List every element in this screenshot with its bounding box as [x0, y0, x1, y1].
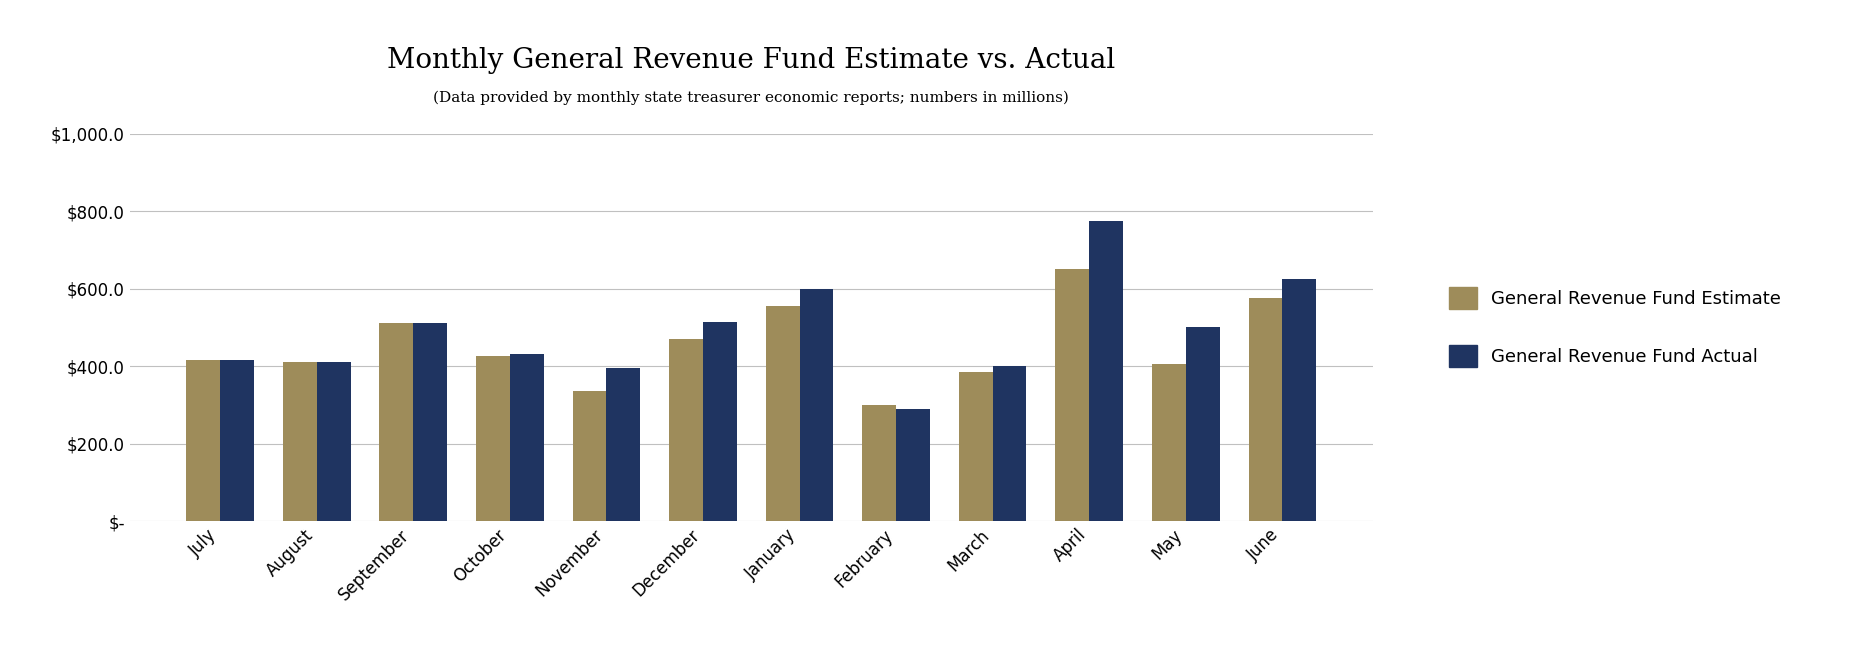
Bar: [221, 360, 254, 521]
Bar: [380, 323, 414, 521]
Bar: [1055, 269, 1089, 521]
Bar: [317, 362, 351, 521]
Bar: [1282, 279, 1317, 521]
Bar: [573, 391, 607, 521]
Bar: [670, 339, 703, 521]
Bar: [414, 323, 447, 521]
Bar: [896, 409, 929, 521]
Bar: [284, 362, 317, 521]
Bar: [1248, 298, 1282, 521]
Text: (Data provided by monthly state treasurer economic reports; numbers in millions): (Data provided by monthly state treasure…: [434, 90, 1068, 105]
Bar: [863, 405, 896, 521]
Bar: [1185, 327, 1219, 521]
Bar: [477, 357, 510, 521]
Bar: [766, 306, 800, 521]
Bar: [1089, 220, 1122, 521]
Bar: [510, 355, 544, 521]
Bar: [703, 321, 736, 521]
Bar: [800, 289, 833, 521]
Bar: [1152, 364, 1185, 521]
Bar: [992, 366, 1026, 521]
Legend: General Revenue Fund Estimate, General Revenue Fund Actual: General Revenue Fund Estimate, General R…: [1432, 269, 1799, 385]
Bar: [959, 372, 992, 521]
Text: Monthly General Revenue Fund Estimate vs. Actual: Monthly General Revenue Fund Estimate vs…: [388, 47, 1115, 73]
Bar: [186, 360, 221, 521]
Bar: [607, 368, 640, 521]
